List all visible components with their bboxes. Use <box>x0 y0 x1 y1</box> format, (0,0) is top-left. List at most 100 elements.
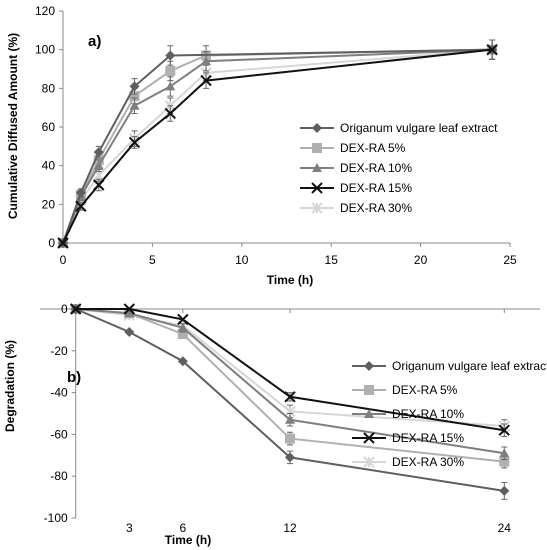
legend-swatch-marker <box>363 456 375 468</box>
panel-a-plot-area: 0 20 40 60 80 100 120 0 5 10 15 20 25 <box>35 4 517 267</box>
legend-label: DEX-RA 30% <box>392 455 464 469</box>
series-2-group <box>58 39 498 248</box>
legend-item-series-2: DEX-RA 5% <box>352 383 458 397</box>
legend-label: Origanum vulgare leaf extract <box>340 121 498 135</box>
series-2-point <box>165 65 176 76</box>
legend-label: DEX-RA 5% <box>392 383 458 397</box>
series-4-point <box>200 74 212 87</box>
panel-b-y-axis-label: Degradation (%) <box>3 340 17 432</box>
panel-a-legend: Origanum vulgare leaf extract DEX-RA 5% DE… <box>300 121 498 215</box>
legend-swatch-marker <box>364 361 374 371</box>
series-1-point <box>75 187 86 198</box>
y-tick-label: -100 <box>44 511 68 525</box>
panel-b-degradation-chart: 0 -20 -40 -60 -80 -100 3 6 12 24 b) Time (h) Degr… <box>3 302 547 547</box>
x-tick-label: 0 <box>60 253 67 267</box>
legend-item-series-1: Origanum vulgare leaf extract <box>300 121 498 135</box>
series-5-line <box>62 48 493 244</box>
legend-label: DEX-RA 15% <box>392 431 464 445</box>
panel-a-release-chart: 0 20 40 60 80 100 120 0 5 10 15 20 25 a) Time (h) Cu… <box>6 4 517 287</box>
series-1-line <box>62 48 493 244</box>
y-tick-label: -20 <box>50 344 68 358</box>
series-4-point <box>486 43 498 56</box>
legend-swatch-marker <box>311 182 323 194</box>
series-3-point <box>124 308 135 318</box>
series-4-point <box>93 179 105 191</box>
legend-swatch-marker <box>312 143 322 153</box>
series-5-group <box>57 39 498 249</box>
y-tick-label: 0 <box>61 302 68 316</box>
series-3-point <box>285 414 295 424</box>
y-tick-label: -80 <box>50 469 68 483</box>
series-2-point <box>129 91 140 102</box>
y-tick-label: 60 <box>42 120 56 134</box>
series-2-point <box>499 456 510 467</box>
series-3-point <box>165 81 176 91</box>
legend-label: DEX-RA 15% <box>340 181 412 195</box>
series-4-point <box>75 200 87 212</box>
series-3-point <box>201 56 212 66</box>
series-1-point <box>93 147 104 158</box>
legend-item-series-2: DEX-RA 5% <box>300 141 406 155</box>
panel-b-plot-area: 0 -20 -40 -60 -80 -100 3 6 12 24 <box>40 302 540 535</box>
series-3-point <box>93 160 104 170</box>
series-1-group <box>70 304 510 500</box>
legend-swatch-marker <box>312 163 322 172</box>
series-4-point <box>70 303 82 315</box>
series-4-point <box>57 237 69 249</box>
legend-item-series-5: DEX-RA 30% <box>352 455 464 469</box>
y-tick-label: 80 <box>42 81 56 95</box>
panel-a-label: a) <box>88 33 101 50</box>
series-4-point <box>128 136 141 149</box>
series-4-point <box>498 424 510 436</box>
panel-a-y-axis-label: Cumulative Diffused Amount (%) <box>6 33 20 219</box>
series-1-group <box>58 39 498 248</box>
x-tick-label: 25 <box>503 253 517 267</box>
legend-item-series-3: DEX-RA 10% <box>352 407 464 421</box>
series-2-point <box>177 329 188 340</box>
x-tick-label: 5 <box>149 253 156 267</box>
y-tick-label: 0 <box>48 236 55 250</box>
series-4-point <box>284 391 296 403</box>
series-1-point <box>285 452 295 463</box>
legend-swatch-marker <box>311 202 323 214</box>
legend-swatch-marker <box>364 409 374 418</box>
series-3-group <box>58 39 498 247</box>
series-1-point <box>124 326 135 337</box>
legend-item-series-1: Origanum vulgare leaf extract <box>352 359 547 373</box>
series-4-point <box>164 107 176 120</box>
series-1-point <box>177 356 188 367</box>
y-tick-label: -60 <box>50 427 68 441</box>
panel-b-label: b) <box>67 369 81 386</box>
series-1-point <box>499 485 510 496</box>
y-tick-label: 120 <box>35 4 55 18</box>
y-tick-label: 20 <box>42 197 56 211</box>
x-tick-label: 6 <box>180 521 187 535</box>
x-tick-label: 12 <box>283 521 297 535</box>
legend-item-series-4: DEX-RA 15% <box>352 431 464 445</box>
legend-label: Origanum vulgare leaf extract <box>392 359 547 373</box>
x-tick-label: 15 <box>325 253 339 267</box>
y-tick-label: 100 <box>35 43 55 57</box>
series-4-group <box>57 39 498 249</box>
legend-label: DEX-RA 30% <box>340 201 412 215</box>
legend-swatch-marker <box>363 432 375 444</box>
legend-swatch-marker <box>364 385 374 395</box>
legend-item-series-3: DEX-RA 10% <box>300 161 412 175</box>
legend-item-series-5: DEX-RA 30% <box>300 201 412 215</box>
legend-swatch-marker <box>312 123 322 133</box>
series-1-point <box>165 50 176 61</box>
series-3-point <box>177 322 188 332</box>
legend-label: DEX-RA 5% <box>340 141 406 155</box>
x-tick-label: 24 <box>498 521 512 535</box>
x-tick-label: 20 <box>414 253 428 267</box>
panel-b-legend: Origanum vulgare leaf extract DEX-RA 5% DE… <box>352 359 547 469</box>
series-2-point <box>285 433 295 444</box>
legend-label: DEX-RA 10% <box>340 161 412 175</box>
series-4-point <box>177 313 189 326</box>
series-3-point <box>129 100 140 110</box>
legend-item-series-4: DEX-RA 15% <box>300 181 412 195</box>
series-1-point <box>129 81 140 92</box>
y-tick-label: 40 <box>42 159 56 173</box>
series-4-point <box>123 303 135 315</box>
